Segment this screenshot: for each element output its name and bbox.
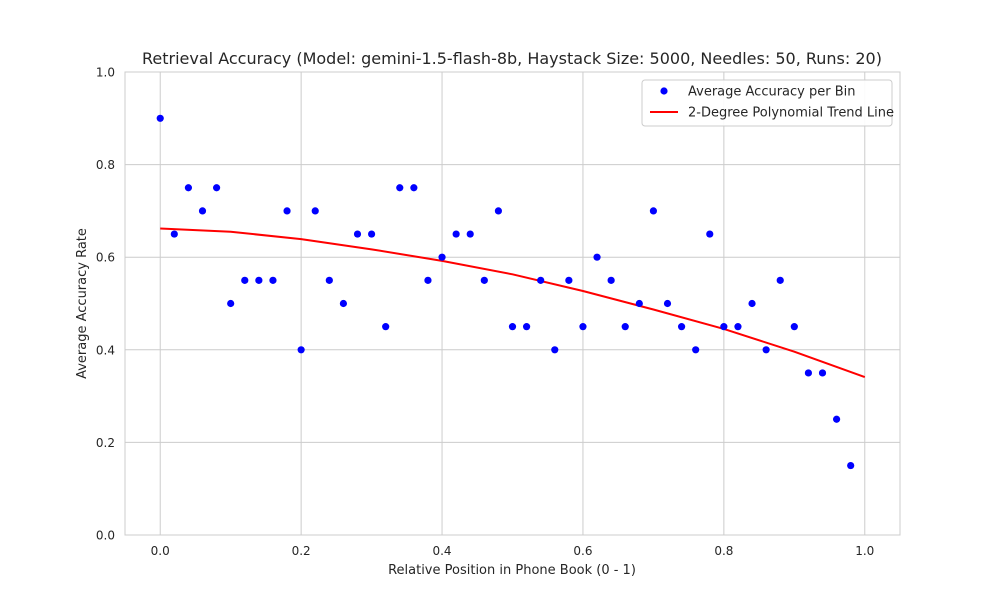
trend-line-layer	[160, 227, 866, 379]
legend-label-scatter: Average Accuracy per Bin	[688, 85, 856, 100]
data-point	[339, 299, 348, 308]
x-tick-label: 0.2	[292, 544, 311, 558]
data-point	[297, 346, 305, 354]
legend-label-line: 2-Degree Polynomial Trend Line	[688, 106, 894, 121]
x-axis-label: Relative Position in Phone Book (0 - 1)	[388, 563, 636, 578]
trend-line	[160, 227, 866, 379]
y-tick-label: 0.2	[96, 436, 115, 450]
data-point	[579, 323, 587, 331]
plot-frame	[124, 71, 901, 536]
data-point	[227, 299, 235, 308]
data-point	[635, 299, 643, 308]
legend-marker-scatter	[660, 87, 668, 95]
data-point	[565, 276, 573, 284]
legend-box	[641, 79, 893, 127]
data-point	[452, 230, 460, 238]
data-point	[832, 415, 841, 423]
data-point	[847, 461, 855, 470]
x-axis-ticks: 0.0 0.2 0.4 0.6 0.8 1.0	[151, 544, 875, 558]
data-point	[353, 230, 362, 238]
data-point	[762, 346, 770, 354]
data-point	[184, 184, 193, 192]
data-point	[593, 253, 601, 261]
data-point	[776, 276, 784, 284]
plot-border	[124, 71, 901, 536]
data-point	[494, 207, 503, 215]
data-point	[677, 323, 686, 331]
data-point	[466, 230, 474, 238]
data-point	[649, 207, 658, 215]
y-axis-label: Average Accuracy Rate	[75, 228, 90, 379]
x-tick-label: 0.6	[573, 544, 592, 558]
data-point	[170, 230, 178, 238]
data-point	[283, 207, 291, 215]
x-tick-label: 0.0	[151, 544, 170, 558]
y-axis-ticks: 0.0 0.2 0.4 0.6 0.8 1.0	[96, 66, 115, 543]
data-point	[367, 230, 376, 238]
y-tick-label: 0.0	[96, 529, 115, 543]
x-tick-label: 0.8	[714, 544, 733, 558]
data-point	[551, 346, 559, 354]
x-tick-label: 1.0	[855, 544, 874, 558]
y-tick-label: 1.0	[96, 66, 115, 80]
y-tick-label: 0.4	[96, 343, 115, 357]
y-tick-label: 0.8	[96, 158, 115, 172]
data-point	[522, 323, 531, 331]
data-point	[241, 276, 249, 284]
data-point	[198, 207, 207, 215]
data-point	[382, 323, 390, 331]
legend: Average Accuracy per Bin 2-Degree Polyno…	[641, 79, 894, 127]
data-point	[663, 299, 672, 308]
data-point	[621, 323, 629, 331]
x-tick-label: 0.4	[432, 544, 451, 558]
data-point	[410, 184, 418, 192]
data-point	[537, 276, 545, 284]
data-point	[734, 323, 742, 331]
data-point	[438, 253, 446, 261]
data-point	[692, 346, 700, 354]
data-point	[790, 323, 798, 331]
data-point	[607, 276, 615, 284]
chart-title: Retrieval Accuracy (Model: gemini-1.5-fl…	[142, 49, 882, 68]
data-point	[818, 369, 827, 377]
data-point	[325, 276, 333, 284]
data-point	[804, 369, 813, 377]
data-point	[212, 184, 221, 192]
scatter-points	[156, 114, 855, 470]
data-point	[720, 323, 728, 331]
data-point	[424, 276, 432, 284]
data-point	[480, 276, 488, 284]
data-point	[508, 323, 517, 331]
data-point	[706, 230, 714, 238]
data-point	[269, 276, 277, 284]
data-point	[255, 276, 263, 284]
data-point	[156, 114, 164, 122]
data-point	[311, 207, 319, 215]
y-tick-label: 0.6	[96, 251, 115, 265]
data-point	[748, 299, 756, 308]
data-point	[396, 184, 404, 192]
